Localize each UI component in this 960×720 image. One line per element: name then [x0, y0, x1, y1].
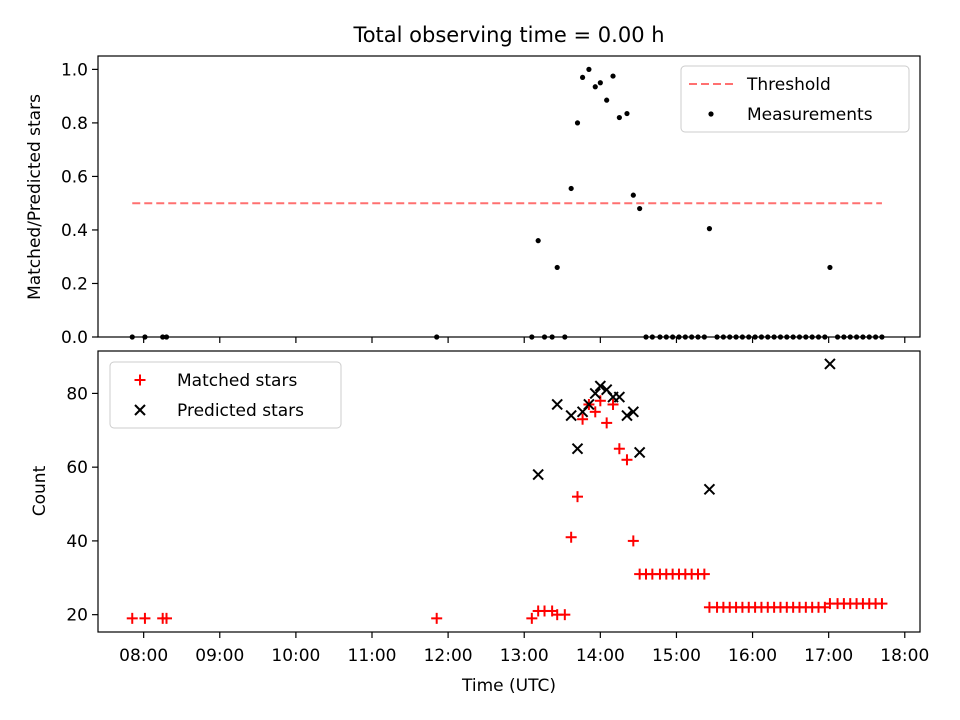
matched-star-point: [526, 612, 538, 624]
x-axis-label: Time (UTC): [461, 676, 556, 696]
legend-predicted-label: Predicted stars: [177, 401, 304, 421]
predicted-star-point: [571, 443, 584, 455]
predicted-star-point: [633, 446, 646, 459]
predicted-star-point: [594, 380, 607, 392]
legend-matched-label: Matched stars: [177, 371, 297, 391]
legend-matched-swatch: [134, 374, 146, 386]
top-x-ticks: [143, 337, 906, 343]
matched-star-point: [161, 612, 172, 624]
predicted-star-point: [613, 391, 626, 403]
predicted-star-point: [551, 398, 563, 411]
matched-star-point: [594, 395, 606, 407]
top-y-axis-label: Matched/Predicted stars: [25, 94, 45, 300]
legend-threshold-label: Threshold: [746, 75, 831, 95]
measurement-point: [535, 238, 541, 244]
x-axis: 08:00 09:00 10:00 11:00 12:00 13:00 14:00 15:00…: [119, 632, 929, 666]
predicted-star-point: [627, 406, 640, 418]
predicted-star-point: [703, 483, 716, 495]
bottom-y-axis-label: Count: [30, 465, 50, 516]
bottom-panel: 20 40 60 80 08:00 09:00 10:00 11:00 12:00 13:00 1…: [30, 350, 929, 696]
measurement-point: [554, 264, 560, 271]
x-tick-label: 15:00: [652, 646, 701, 666]
measurement-point: [610, 73, 616, 79]
predicted-star-point: [565, 409, 577, 422]
x-tick-label: 10:00: [271, 646, 320, 666]
measurement-point: [604, 97, 610, 103]
y-tick-label: 0.8: [61, 114, 88, 134]
predicted-star-point: [532, 468, 544, 481]
y-tick-label: 80: [66, 384, 88, 404]
legend-box: [109, 361, 342, 429]
measurement-point: [624, 110, 630, 117]
matched-star-point: [431, 612, 443, 624]
bottom-plot-area: [126, 358, 888, 624]
matched-star-point: [613, 443, 625, 455]
matched-star-point: [589, 406, 601, 418]
y-tick-label: 0.0: [61, 328, 88, 348]
measurement-point: [597, 80, 603, 86]
y-tick-label: 20: [66, 606, 88, 626]
matched-star-point: [139, 612, 151, 624]
measurement-point: [574, 120, 581, 126]
matched-star-point: [627, 535, 639, 547]
measurement-point: [827, 264, 833, 271]
x-tick-label: 16:00: [728, 646, 777, 666]
matched-star-point: [565, 531, 577, 543]
bottom-y-axis: 20 40 60 80: [66, 384, 98, 626]
x-tick-label: 18:00: [880, 646, 929, 666]
matched-star-point: [577, 413, 589, 425]
top-axes-frame: [97, 55, 921, 338]
y-tick-label: 1.0: [61, 60, 88, 80]
y-tick-label: 0.2: [61, 274, 88, 294]
measurement-point: [586, 66, 592, 72]
measurement-point: [616, 114, 622, 121]
bottom-axes-frame: [97, 350, 921, 633]
x-tick-label: 11:00: [348, 646, 397, 666]
measurement-point: [706, 226, 713, 232]
top-y-axis: 0.0 0.2 0.4 0.6 0.8 1.0: [61, 60, 98, 348]
legend-predicted-swatch: [134, 404, 146, 416]
x-tick-label: 12:00: [424, 646, 473, 666]
matched-star-point: [607, 398, 619, 410]
matched-star-point: [698, 568, 710, 580]
x-tick-label: 17:00: [804, 646, 853, 666]
predicted-star-point: [583, 398, 595, 411]
predicted-star-point: [589, 387, 601, 400]
x-tick-label: 14:00: [576, 646, 625, 666]
y-tick-label: 40: [66, 532, 88, 552]
bottom-legend: Matched stars Predicted stars: [109, 361, 342, 429]
legend-box: [680, 65, 910, 133]
chart-title: Total observing time = 0.00 h: [352, 23, 664, 47]
x-tick-label: 13:00: [500, 646, 549, 666]
x-tick-label: 08:00: [119, 646, 168, 666]
top-panel: 0.0 0.2 0.4 0.6 0.8 1.0 Matched/Predicted sta…: [25, 55, 921, 348]
matched-star-point: [126, 612, 138, 624]
matched-star-point: [621, 454, 633, 466]
y-tick-label: 0.4: [61, 221, 88, 241]
matched-star-point: [601, 417, 613, 429]
y-tick-label: 0.6: [61, 167, 88, 187]
measurement-point: [579, 74, 586, 81]
matched-star-point: [572, 491, 583, 503]
legend-measurement-label: Measurements: [747, 105, 873, 125]
measurement-point: [630, 192, 636, 198]
predicted-star-point: [824, 358, 836, 370]
measurement-point: [592, 84, 598, 90]
y-tick-label: 60: [66, 458, 88, 478]
matched-star-point: [559, 609, 571, 621]
measurement-point: [568, 185, 574, 192]
x-tick-label: 09:00: [195, 646, 244, 666]
measurement-point: [637, 205, 643, 212]
matched-star-point: [876, 598, 888, 610]
predicted-star-point: [621, 409, 633, 422]
top-legend: Threshold Measurements: [680, 65, 910, 133]
legend-measurement-swatch: [708, 111, 714, 117]
